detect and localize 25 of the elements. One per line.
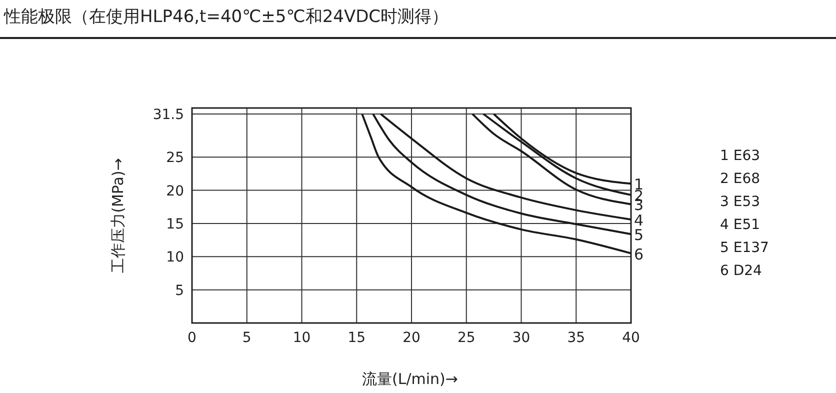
text: 1 E63 bbox=[720, 148, 760, 164]
y-axis-title: 工作压力(MPa)→ bbox=[109, 158, 127, 273]
text: 5 E137 bbox=[720, 240, 769, 256]
y-tick-label: 25 bbox=[166, 150, 184, 166]
text: 6 D24 bbox=[720, 263, 762, 279]
x-tick-label: 0 bbox=[188, 330, 196, 346]
text: 3 E53 bbox=[720, 194, 760, 210]
x-tick-label: 20 bbox=[402, 330, 420, 346]
y-tick-label: 10 bbox=[166, 250, 184, 266]
y-tick-label: 15 bbox=[166, 216, 184, 232]
x-axis-title: 流量(L/min)→ bbox=[362, 370, 458, 388]
x-tick-label: 30 bbox=[512, 330, 530, 346]
y-tick-label: 20 bbox=[166, 183, 184, 200]
y-tick-label: 31.5 bbox=[152, 106, 184, 123]
x-tick-label: 25 bbox=[457, 330, 476, 346]
text: 6 bbox=[634, 245, 644, 264]
x-tick-label: 40 bbox=[622, 330, 640, 346]
chart-title: 性能极限（在使用HLP46,t=40℃±5℃和24VDC时测得） bbox=[3, 7, 449, 27]
text: 2 E68 bbox=[720, 171, 760, 187]
y-tick-label: 5 bbox=[175, 282, 184, 299]
x-tick-label: 5 bbox=[242, 330, 252, 346]
x-tick-label: 15 bbox=[348, 330, 366, 346]
text: 4 E51 bbox=[720, 217, 760, 233]
x-tick-label: 35 bbox=[567, 330, 586, 346]
x-tick-label: 10 bbox=[292, 330, 311, 346]
